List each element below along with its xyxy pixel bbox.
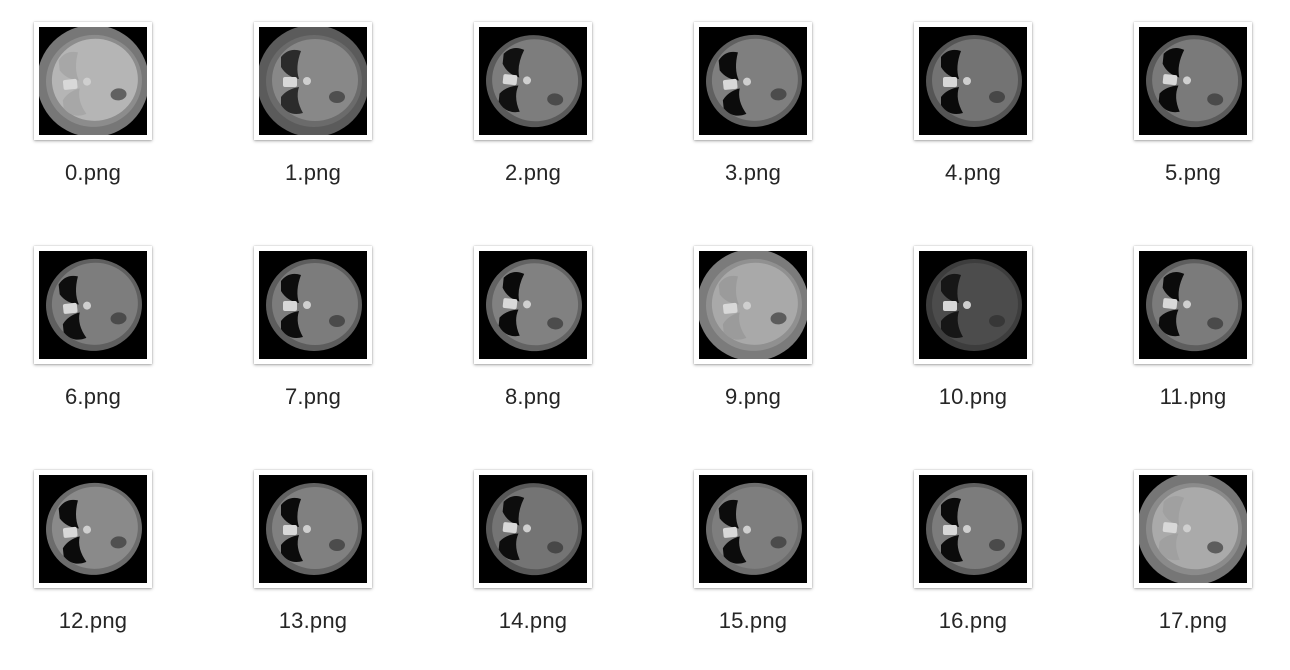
ct-scan-thumbnail [479,475,587,583]
file-name-label[interactable]: 10.png [938,384,1008,409]
ct-scan-thumbnail [479,251,587,359]
ct-scan-thumbnail [259,251,367,359]
file-item[interactable]: 8.png [440,246,640,446]
ct-scan-thumbnail [919,27,1027,135]
file-name-label[interactable]: 7.png [284,384,342,409]
file-item[interactable]: 7.png [220,246,420,446]
file-name-label[interactable]: 14.png [498,608,568,633]
file-item[interactable]: 14.png [440,470,640,670]
file-name-label[interactable]: 2.png [504,160,562,185]
ct-scan-thumbnail [479,27,587,135]
file-thumbnail[interactable] [254,470,372,588]
ct-scan-thumbnail [919,251,1027,359]
file-item[interactable]: 3.png [660,22,860,222]
file-item[interactable]: 1.png [220,22,420,222]
ct-scan-thumbnail [259,27,367,135]
file-name-label[interactable]: 1.png [284,160,342,185]
file-thumbnail[interactable] [254,246,372,364]
file-thumbnail[interactable] [1134,246,1252,364]
ct-scan-thumbnail [1139,475,1247,583]
file-thumbnail[interactable] [694,470,812,588]
file-name-label[interactable]: 17.png [1158,608,1228,633]
file-thumbnail[interactable] [914,470,1032,588]
file-name-label[interactable]: 0.png [64,160,122,185]
file-name-label[interactable]: 13.png [278,608,348,633]
ct-scan-thumbnail [699,475,807,583]
file-item[interactable]: 2.png [440,22,640,222]
file-grid: 0.png 1.png 2.png [0,22,1290,633]
file-thumbnail[interactable] [474,22,592,140]
ct-scan-thumbnail [39,27,147,135]
ct-scan-thumbnail [259,475,367,583]
file-thumbnail[interactable] [474,246,592,364]
ct-scan-thumbnail [1139,27,1247,135]
file-name-label[interactable]: 11.png [1159,384,1227,409]
file-thumbnail[interactable] [34,246,152,364]
file-item[interactable]: 15.png [660,470,860,670]
file-thumbnail[interactable] [1134,470,1252,588]
file-item[interactable]: 9.png [660,246,860,446]
file-item[interactable]: 11.png [1100,246,1290,446]
file-item[interactable]: 17.png [1100,470,1290,670]
file-item[interactable]: 10.png [880,246,1080,446]
file-name-label[interactable]: 3.png [724,160,782,185]
ct-scan-thumbnail [919,475,1027,583]
file-thumbnail[interactable] [254,22,372,140]
file-name-label[interactable]: 4.png [944,160,1002,185]
ct-scan-thumbnail [39,475,147,583]
file-item[interactable]: 0.png [0,22,200,222]
file-item[interactable]: 12.png [0,470,200,670]
ct-scan-thumbnail [699,27,807,135]
file-thumbnail[interactable] [914,246,1032,364]
file-name-label[interactable]: 8.png [504,384,562,409]
file-name-label[interactable]: 5.png [1164,160,1222,185]
file-name-label[interactable]: 9.png [724,384,782,409]
file-thumbnail[interactable] [34,22,152,140]
ct-scan-thumbnail [699,251,807,359]
ct-scan-thumbnail [1139,251,1247,359]
file-thumbnail[interactable] [34,470,152,588]
file-item[interactable]: 13.png [220,470,420,670]
file-name-label[interactable]: 16.png [938,608,1008,633]
file-item[interactable]: 5.png [1100,22,1290,222]
file-name-label[interactable]: 12.png [58,608,128,633]
file-name-label[interactable]: 15.png [718,608,788,633]
file-item[interactable]: 4.png [880,22,1080,222]
file-item[interactable]: 16.png [880,470,1080,670]
file-thumbnail[interactable] [1134,22,1252,140]
file-thumbnail[interactable] [694,22,812,140]
file-thumbnail[interactable] [914,22,1032,140]
file-thumbnail[interactable] [694,246,812,364]
file-item[interactable]: 6.png [0,246,200,446]
ct-scan-thumbnail [39,251,147,359]
file-thumbnail[interactable] [474,470,592,588]
file-name-label[interactable]: 6.png [64,384,122,409]
